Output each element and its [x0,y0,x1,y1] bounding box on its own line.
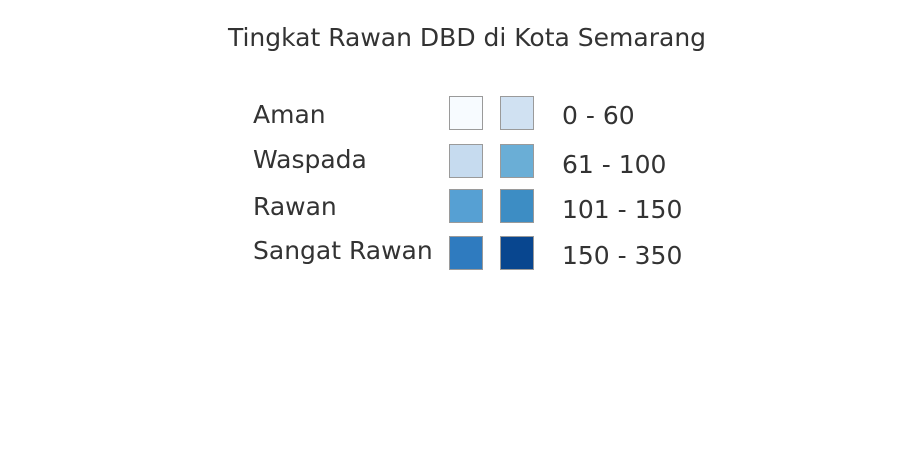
color-swatch [449,144,483,178]
color-swatch [500,96,534,130]
legend-row-label: Sangat Rawan [253,236,433,265]
legend-row-label: Rawan [253,192,337,221]
legend-row-sangat-rawan: Sangat Rawan 150 - 350 [0,234,900,274]
color-swatch [500,236,534,270]
legend-row-label: Waspada [253,145,367,174]
legend-range-label: 61 - 100 [562,150,667,179]
legend-range-label: 0 - 60 [562,101,635,130]
color-swatch [449,236,483,270]
legend-title: Tingkat Rawan DBD di Kota Semarang [227,23,707,52]
color-swatch [449,96,483,130]
legend-range-label: 101 - 150 [562,195,683,224]
legend-row-aman: Aman 0 - 60 [0,94,900,134]
color-swatch [500,144,534,178]
legend-row-label: Aman [253,100,326,129]
color-swatch [500,189,534,223]
color-swatch [449,189,483,223]
legend-range-label: 150 - 350 [562,241,683,270]
legend-row-rawan: Rawan 101 - 150 [0,188,900,228]
legend-row-waspada: Waspada 61 - 100 [0,140,900,180]
